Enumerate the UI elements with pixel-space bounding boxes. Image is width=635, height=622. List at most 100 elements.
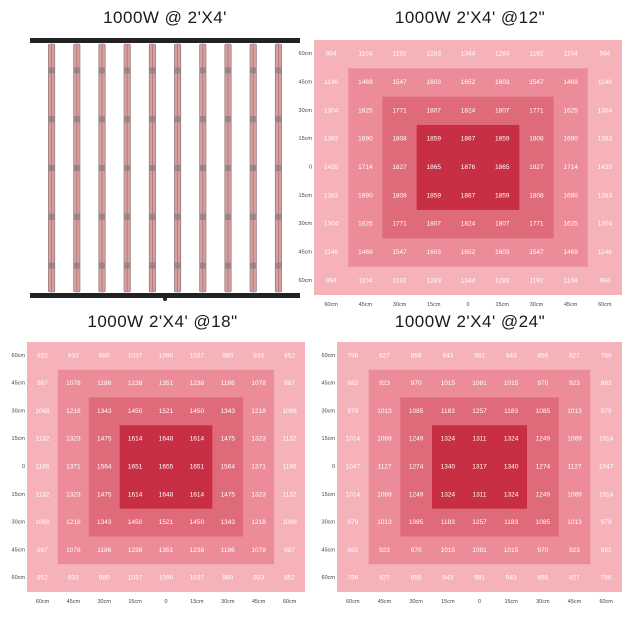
- heatmap-cell-value: 1238: [190, 547, 205, 554]
- x-tick-label: 45cm: [568, 599, 582, 605]
- heatmap-cell-value: 1808: [392, 192, 407, 199]
- heatmap-cell-value: 1343: [97, 519, 112, 526]
- heatmap-cell-value: 1069: [377, 436, 392, 443]
- heatmap-cell-value: 1238: [128, 547, 143, 554]
- heatmap-cell-value: 933: [253, 575, 264, 582]
- x-tick-label: 30cm: [536, 599, 550, 605]
- heatmap-cell-value: 1340: [441, 464, 456, 471]
- heatmap-cell-value: 1876: [461, 164, 476, 171]
- heatmap-cell-value: 1014: [346, 491, 361, 498]
- heatmap-cell-value: 1146: [324, 249, 338, 256]
- x-tick-label: 30cm: [97, 599, 111, 605]
- heatmap-cell-value: 1069: [567, 491, 582, 498]
- heatmap-cell-value: 1450: [128, 519, 143, 526]
- heatmap-cell-value: 1625: [358, 221, 373, 228]
- heatmap-cell-value: 1132: [35, 436, 49, 443]
- heatmap-cell-value: 1824: [461, 221, 476, 228]
- heatmap-cell-value: 1475: [97, 491, 112, 498]
- heatmap-cell-value: 1078: [66, 547, 81, 554]
- x-tick-label: 30cm: [393, 302, 407, 308]
- x-tick-label: 15cm: [128, 599, 142, 605]
- heatmap-cell-value: 1304: [324, 107, 339, 114]
- heatmap-cell-value: 1651: [190, 464, 205, 471]
- heatmap-cell-value: 1304: [324, 221, 339, 228]
- y-tick-label: 0: [22, 464, 25, 470]
- x-tick-label: 30cm: [409, 599, 423, 605]
- heatmap-cell-value: 1652: [461, 79, 476, 86]
- heatmap-cell-value: 827: [569, 575, 580, 582]
- heatmap-cell-value: 1104: [358, 277, 372, 284]
- heatmap-cell-value: 1603: [427, 249, 442, 256]
- y-tick-label: 30cm: [12, 408, 26, 414]
- x-tick-label: 15cm: [190, 599, 204, 605]
- heatmap-cell-value: 933: [68, 352, 79, 359]
- heatmap-cell-value: 994: [326, 51, 337, 58]
- heatmap-cell-value: 1317: [472, 464, 487, 471]
- heatmap-12in: 994 1104 1192 1283 1344 1283 1192 1104 994 1146 14…: [299, 40, 622, 308]
- heatmap-cell-value: 1469: [563, 79, 578, 86]
- heatmap-cell-value: 1324: [504, 436, 519, 443]
- heatmap-zone-ring-3: [416, 125, 520, 210]
- heatmap-cell-value: 1808: [529, 136, 544, 143]
- heatmap-cell-value: 1037: [190, 352, 205, 359]
- heatmap-cell-value: 1090: [159, 352, 174, 359]
- heatmap-cell-value: 1324: [504, 491, 519, 498]
- heatmap-cell-value: 1081: [472, 380, 487, 387]
- x-tick-label: 45cm: [252, 599, 266, 605]
- heatmap-cell-value: 1249: [409, 436, 424, 443]
- heatmap-cell-value: 1192: [393, 277, 407, 284]
- heatmap-cell-value: 979: [347, 519, 358, 526]
- heatmap-cell-value: 882: [347, 547, 358, 554]
- heatmap-cell-value: 1547: [392, 79, 407, 86]
- heatmap-cell-value: 1808: [392, 136, 407, 143]
- heatmap-cell-value: 1859: [495, 192, 510, 199]
- y-tick-label: 45cm: [322, 547, 336, 553]
- heatmap-cell-value: 1651: [128, 464, 143, 471]
- heatmap-cell-value: 987: [284, 380, 295, 387]
- heatmap-cell-value: 1013: [377, 408, 392, 415]
- heatmap-cell-value: 1807: [427, 221, 442, 228]
- heatmap-cell-value: 1104: [564, 277, 578, 284]
- heatmap-cell-value: 1186: [97, 547, 111, 554]
- heatmap-cell-value: 1859: [495, 136, 510, 143]
- heatmap-cell-value: 1146: [598, 249, 612, 256]
- fixture-top-rail: [30, 38, 300, 43]
- heatmap-cell-value: 923: [379, 547, 390, 554]
- heatmap-cell-value: 1304: [598, 107, 613, 114]
- y-tick-label: 45cm: [299, 80, 313, 86]
- y-tick-label: 15cm: [12, 492, 26, 498]
- heatmap-cell-value: 1475: [221, 491, 236, 498]
- heatmap-cell-value: 1351: [159, 547, 174, 554]
- y-tick-label: 60cm: [12, 353, 26, 359]
- heatmap-cell-value: 1249: [536, 436, 551, 443]
- heatmap-cell-value: 933: [68, 575, 79, 582]
- heatmap-cell-value: 970: [411, 547, 422, 554]
- heatmap-18in: 852 933 980 1037 1090 1037 980 933 852 987 1078 118…: [12, 342, 305, 605]
- fixture-hanger-knob: [163, 297, 167, 301]
- heatmap-cell-value: 1867: [461, 192, 476, 199]
- heatmap-cell-value: 1771: [529, 221, 544, 228]
- x-tick-label: 0: [466, 302, 469, 308]
- heatmap-cell-value: 1435: [324, 164, 339, 171]
- heatmap-cell-value: 1068: [35, 519, 50, 526]
- x-tick-label: 0: [164, 599, 167, 605]
- heatmap-cell-value: 1521: [159, 408, 174, 415]
- heatmap-cell-value: 1323: [66, 491, 81, 498]
- heatmap-cell-value: 1104: [564, 51, 578, 58]
- heatmap-cell-value: 1371: [66, 464, 81, 471]
- heatmap-cell-value: 1183: [441, 519, 455, 526]
- heatmap-cell-value: 1690: [358, 192, 373, 199]
- x-tick-label: 60cm: [324, 302, 338, 308]
- heatmap-cell-value: 1469: [563, 249, 578, 256]
- heatmap-cell-value: 1323: [66, 436, 81, 443]
- heatmap-cell-value: 1015: [441, 380, 456, 387]
- chart-title-12in: 1000W 2'X4' @12": [394, 8, 546, 27]
- heatmap-cell-value: 1218: [251, 519, 266, 526]
- heatmap-cell-value: 786: [601, 575, 612, 582]
- y-tick-label: 15cm: [322, 492, 336, 498]
- heatmap-cell-value: 1192: [393, 51, 407, 58]
- x-tick-label: 15cm: [504, 599, 518, 605]
- heatmap-cell-value: 786: [347, 352, 358, 359]
- heatmap-cell-value: 980: [222, 352, 233, 359]
